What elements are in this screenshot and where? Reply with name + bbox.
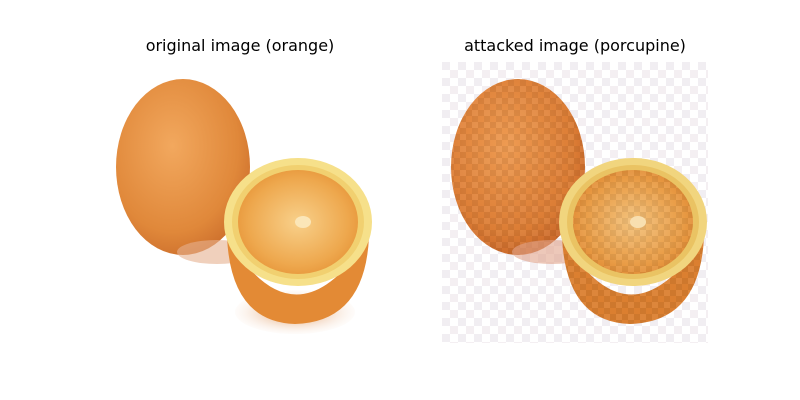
- original-image-title: original image (orange): [145, 36, 335, 55]
- original-image: [107, 62, 373, 343]
- attacked-orange-photo: [442, 62, 708, 343]
- attacked-image: [442, 62, 708, 343]
- attacked-image-title: attacked image (porcupine): [464, 36, 686, 55]
- original-panel: original image (orange): [90, 0, 390, 400]
- original-orange-photo: [107, 62, 373, 343]
- attacked-panel: attacked image (porcupine): [425, 0, 725, 400]
